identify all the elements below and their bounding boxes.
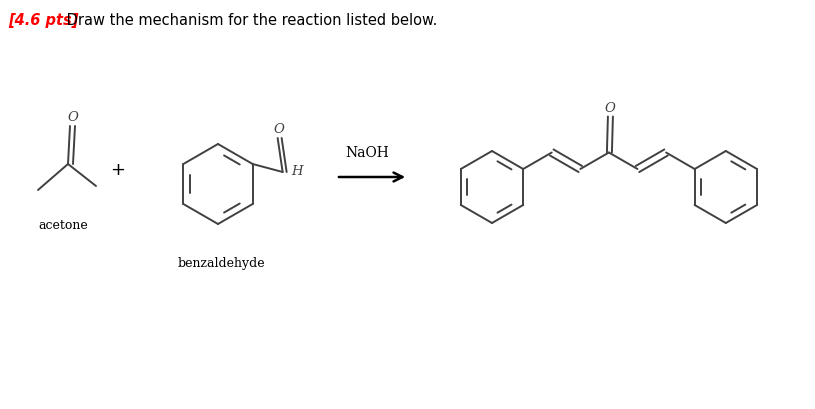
Text: O: O	[605, 101, 615, 114]
Text: O: O	[273, 123, 284, 136]
Text: +: +	[111, 161, 126, 179]
Text: acetone: acetone	[38, 218, 88, 231]
Text: Draw the mechanism for the reaction listed below.: Draw the mechanism for the reaction list…	[62, 13, 438, 28]
Text: NaOH: NaOH	[345, 146, 389, 160]
Text: O: O	[68, 111, 78, 124]
Text: benzaldehyde: benzaldehyde	[177, 256, 265, 270]
Text: [4.6 pts]: [4.6 pts]	[8, 13, 78, 28]
Text: H: H	[292, 165, 303, 178]
